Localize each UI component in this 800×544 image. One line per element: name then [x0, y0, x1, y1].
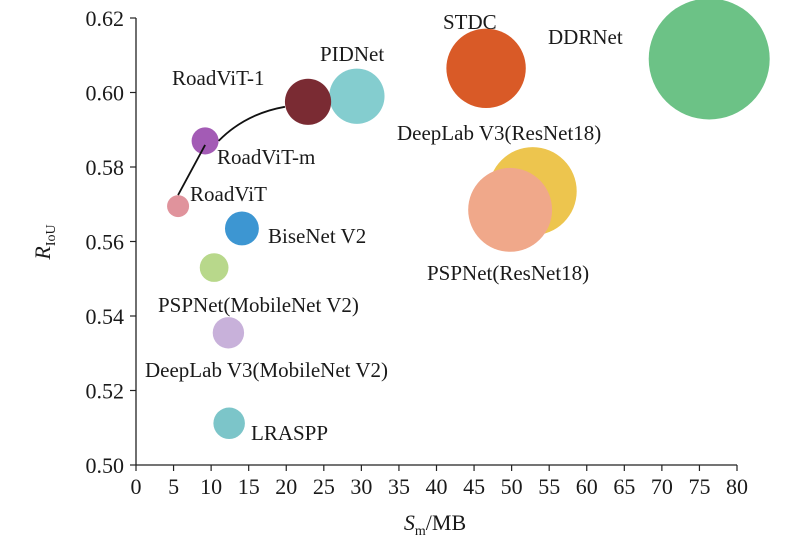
- label-pspnet-resnet18: PSPNet(ResNet18): [427, 261, 589, 285]
- x-tick-label: 75: [688, 474, 710, 499]
- y-tick-label: 0.56: [86, 230, 125, 255]
- x-tick-label: 55: [538, 474, 560, 499]
- x-tick-label: 80: [726, 474, 748, 499]
- label-pspnet-mobilenet-v2: PSPNet(MobileNet V2): [158, 293, 359, 317]
- y-tick-label: 0.54: [86, 304, 125, 329]
- label-bisenet-v2: BiseNet V2: [268, 224, 366, 248]
- bubble-roadvit-1: [284, 78, 332, 125]
- bubble-roadvit: [167, 195, 190, 218]
- label-ddrnet: DDRNet: [548, 25, 623, 49]
- label-roadvit: RoadViT: [190, 182, 267, 206]
- x-tick-label: 20: [275, 474, 297, 499]
- label-pidnet: PIDNet: [320, 42, 384, 66]
- x-ticks-layer: 0 5 10 15 20 25 30 35 40 45 50 55 60 65 70 75 80: [131, 465, 748, 499]
- bubble-bisenet-v2: [224, 211, 259, 246]
- label-stdc: STDC: [443, 10, 497, 34]
- x-axis-title: Sm/MB: [404, 510, 466, 539]
- x-tick-label: 70: [651, 474, 673, 499]
- y-axis-title-main: R: [30, 246, 55, 261]
- bubble-stdc: [446, 28, 526, 108]
- x-axis-title-main: S: [404, 510, 415, 535]
- roadvit-connector-line: [177, 105, 286, 196]
- point-labels-layer: RoadViT RoadViT-m RoadViT-1 PIDNet STDC DDRNe…: [145, 10, 623, 445]
- y-ticks-layer: 0.50 0.52 0.54 0.56 0.58 0.60 0.62: [86, 6, 136, 478]
- x-tick-label: 35: [388, 474, 410, 499]
- label-deeplab-v3-resnet18: DeepLab V3(ResNet18): [397, 121, 601, 145]
- y-tick-label: 0.50: [86, 453, 125, 478]
- bubble-pidnet: [329, 68, 385, 124]
- bubble-ddrnet: [648, 0, 770, 120]
- bubble-roadvit-m: [191, 127, 219, 155]
- y-tick-label: 0.62: [86, 6, 125, 31]
- y-tick-label: 0.58: [86, 155, 125, 180]
- label-roadvit-m: RoadViT-m: [217, 145, 315, 169]
- x-tick-label: 40: [426, 474, 448, 499]
- y-tick-label: 0.52: [86, 379, 125, 404]
- bubble-pspnet-resnet18: [468, 167, 553, 252]
- x-axis-title-suffix: /MB: [426, 510, 466, 535]
- bubble-pspnet-mobilenet-v2: [199, 253, 229, 282]
- y-axis-title: RIoU: [30, 224, 59, 260]
- x-tick-label: 0: [131, 474, 142, 499]
- x-tick-label: 50: [501, 474, 523, 499]
- x-tick-label: 10: [200, 474, 222, 499]
- x-axis-title-sub: m: [415, 524, 426, 539]
- bubbles-layer: [167, 0, 770, 440]
- roadvit-connector-layer: [177, 105, 286, 196]
- x-tick-label: 65: [613, 474, 635, 499]
- label-roadvit-1: RoadViT-1: [172, 66, 264, 90]
- x-tick-label: 15: [238, 474, 260, 499]
- x-tick-label: 5: [168, 474, 179, 499]
- x-tick-label: 45: [463, 474, 485, 499]
- bubble-lraspp: [213, 407, 245, 440]
- y-tick-label: 0.60: [86, 81, 125, 106]
- x-tick-label: 25: [313, 474, 335, 499]
- label-lraspp: LRASPP: [251, 421, 328, 445]
- bubble-deeplab-v3-mobilenet-v2: [212, 317, 245, 349]
- x-tick-label: 60: [576, 474, 598, 499]
- x-tick-label: 30: [350, 474, 372, 499]
- y-axis-title-sub: IoU: [44, 224, 59, 246]
- label-deeplab-v3-mobilenet-v2: DeepLab V3(MobileNet V2): [145, 358, 388, 382]
